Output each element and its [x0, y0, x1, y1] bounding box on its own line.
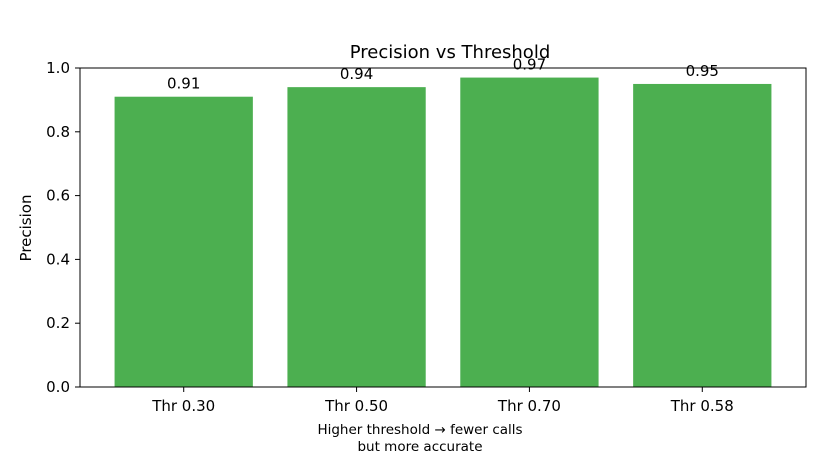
- y-axis-label: Precision: [17, 195, 35, 262]
- y-tick-label-6: 1.0: [46, 59, 70, 77]
- caption-line-1: Higher threshold → fewer calls: [317, 422, 522, 438]
- bar-3: [460, 77, 599, 387]
- bar-value-label-3: 0.97: [513, 56, 546, 74]
- bar-1: [114, 96, 253, 388]
- chart-title: Precision vs Threshold: [350, 42, 551, 63]
- y-tick-label-3: 0.4: [46, 250, 70, 268]
- bar-value-label-4: 0.95: [686, 62, 719, 80]
- bar-4: [633, 83, 772, 387]
- x-tick-label-2: Thr 0.50: [324, 397, 388, 415]
- data-labels-layer: 0.91 0.94 0.97 0.95: [167, 56, 719, 93]
- y-tick-label-5: 0.8: [46, 123, 70, 141]
- caption-line-2: but more accurate: [357, 439, 482, 455]
- x-tick-label-3: Thr 0.70: [497, 397, 561, 415]
- y-tick-label-1: 0.0: [46, 378, 70, 396]
- bar-value-label-2: 0.94: [340, 65, 373, 83]
- bar-2: [287, 87, 426, 387]
- x-axis: Thr 0.30 Thr 0.50 Thr 0.70 Thr 0.58: [151, 387, 734, 415]
- bar-value-label-1: 0.91: [167, 75, 200, 93]
- plot-frame: [79, 67, 807, 388]
- y-tick-label-2: 0.2: [46, 314, 70, 332]
- x-tick-label-1: Thr 0.30: [151, 397, 215, 415]
- y-tick-label-4: 0.6: [46, 187, 70, 205]
- x-tick-label-4: Thr 0.58: [670, 397, 734, 415]
- bars-layer: [114, 77, 772, 388]
- y-axis: 0.0 0.2 0.4 0.6 0.8 1.0: [46, 59, 80, 396]
